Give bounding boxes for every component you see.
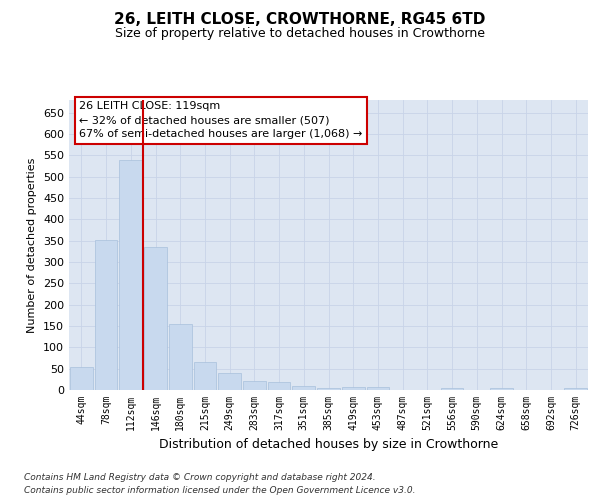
Bar (218, 373, 241, 390)
Bar (317, 388, 340, 390)
Bar (564, 388, 587, 390)
Bar (441, 388, 463, 390)
Bar (367, 386, 389, 390)
Bar (490, 388, 513, 390)
Text: Contains HM Land Registry data © Crown copyright and database right 2024.: Contains HM Land Registry data © Crown c… (24, 474, 376, 482)
Text: 26 LEITH CLOSE: 119sqm
← 32% of detached houses are smaller (507)
67% of semi-de: 26 LEITH CLOSE: 119sqm ← 32% of detached… (79, 102, 363, 140)
Text: 26, LEITH CLOSE, CROWTHORNE, RG45 6TD: 26, LEITH CLOSE, CROWTHORNE, RG45 6TD (115, 12, 485, 28)
Bar (342, 386, 365, 390)
Bar (194, 362, 216, 390)
Y-axis label: Number of detached properties: Number of detached properties (28, 158, 37, 332)
Bar (292, 386, 315, 390)
Bar (243, 382, 266, 390)
Bar (268, 382, 290, 390)
Text: Contains public sector information licensed under the Open Government Licence v3: Contains public sector information licen… (24, 486, 415, 495)
Text: Size of property relative to detached houses in Crowthorne: Size of property relative to detached ho… (115, 28, 485, 40)
Bar (119, 160, 142, 390)
Bar (70, 366, 93, 390)
Bar (169, 324, 191, 390)
Bar (144, 247, 167, 390)
X-axis label: Distribution of detached houses by size in Crowthorne: Distribution of detached houses by size … (159, 438, 498, 452)
Bar (95, 240, 118, 390)
